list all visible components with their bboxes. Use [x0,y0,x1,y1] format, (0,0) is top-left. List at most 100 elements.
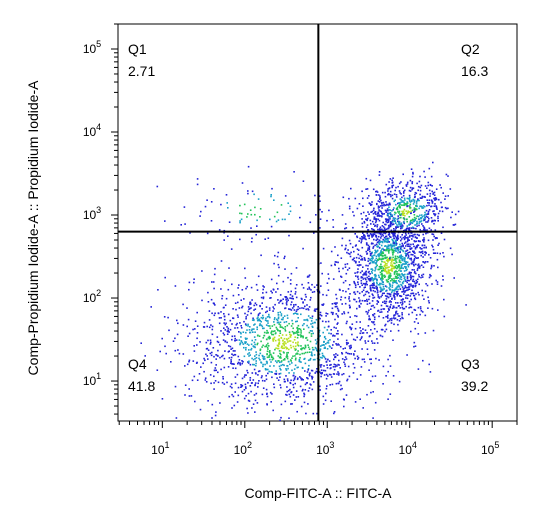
event-point [398,269,400,272]
event-point [390,330,392,332]
event-point [358,257,360,260]
event-point [411,188,413,191]
event-point [365,272,367,275]
event-point [264,345,266,348]
event-point [281,347,284,349]
event-point [420,264,423,267]
event-point [399,214,401,216]
event-point [428,217,430,220]
event-point [361,284,363,286]
event-point [389,285,391,288]
event-point [385,240,387,243]
event-point [383,292,385,295]
event-point [420,220,423,222]
event-point [296,352,299,355]
event-point [293,304,295,306]
event-point [381,260,383,263]
event-point [314,372,316,374]
event-point [392,233,394,235]
event-point [297,329,299,332]
event-point [385,298,388,300]
event-point [212,347,215,349]
event-point [326,341,329,344]
event-point [404,259,406,261]
event-point [359,332,361,335]
event-point [304,345,307,347]
event-point [366,303,369,305]
event-point [409,245,411,248]
event-point [252,403,255,405]
event-point [289,297,291,299]
event-point [239,212,241,215]
event-point [319,314,322,316]
event-point [332,311,334,314]
event-point [363,234,366,237]
event-point [457,210,460,213]
event-point [399,288,402,290]
event-point [295,357,297,360]
event-point [355,321,358,323]
event-point [273,199,275,201]
event-point [196,337,198,340]
event-point [280,364,282,367]
event-point [370,362,372,365]
event-point [386,292,389,295]
quadrant-name: Q2 [461,41,480,57]
event-point [283,378,286,381]
event-point [397,315,400,317]
event-point [324,335,326,338]
event-point [387,314,389,317]
event-point [413,219,415,221]
event-point [392,280,395,282]
event-point [223,239,225,241]
event-point [286,341,289,343]
event-point [204,205,207,208]
event-point [400,227,402,230]
event-point [348,205,351,208]
event-point [402,274,404,276]
event-point [391,260,393,263]
event-point [296,343,299,345]
event-point [410,257,412,260]
event-point [296,328,299,330]
event-point [188,388,190,390]
event-point [347,311,350,314]
quadrant-gate[interactable] [118,24,517,421]
event-point [253,394,256,396]
event-point [421,250,424,253]
event-point [350,187,352,190]
event-point [403,218,406,221]
event-point [368,262,371,265]
event-point [417,322,419,324]
event-point [372,247,374,249]
event-point [208,310,211,312]
event-point [295,396,298,398]
event-point [337,261,339,264]
event-point [406,268,408,271]
event-point [408,205,411,208]
event-point [327,320,330,323]
event-point [273,307,275,310]
event-point [256,402,259,404]
event-point [383,204,385,207]
event-point [404,214,406,217]
event-point [288,234,290,237]
event-point [432,210,434,213]
event-point [243,355,246,358]
event-point [255,283,258,286]
event-point [391,307,394,309]
event-point [383,203,385,206]
event-point [427,300,430,302]
event-point [404,273,406,276]
event-point [388,209,390,211]
event-point [388,274,390,277]
event-point [263,356,266,358]
event-point [303,347,306,350]
event-point [268,370,270,373]
event-point [322,331,324,334]
event-point [375,357,377,360]
event-point [241,384,244,387]
event-point [318,359,321,361]
event-point [389,235,391,238]
event-point [215,369,217,372]
